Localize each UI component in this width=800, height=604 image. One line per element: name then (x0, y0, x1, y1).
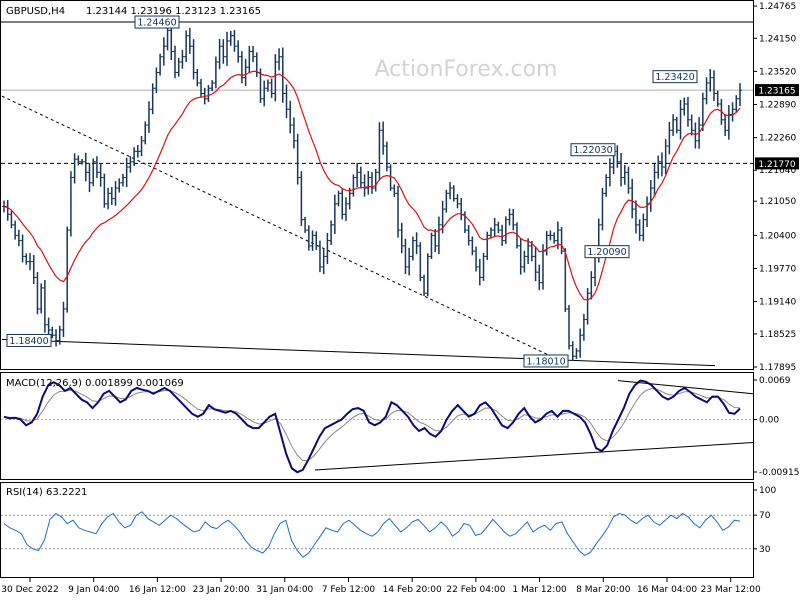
x-tick-label: 23 Jan 20:00 (193, 585, 250, 595)
price-axis: 1.24765 1.24150 1.23520 1.22890 1.22260 1.216… (753, 2, 796, 373)
price-tick-label: 1.21640 (759, 166, 796, 176)
rsi-layer (3, 511, 741, 558)
rsi-panel-frame (0, 482, 754, 578)
last-price-label: 1.23165 (758, 87, 795, 97)
annotation-label: 1.24460 (137, 18, 176, 29)
trendlines (1, 95, 716, 367)
price-annotations: 1.24460 1.18400 1.22030 1.20090 1.23420 1.180… (6, 15, 698, 368)
support-level-badge (755, 157, 799, 170)
watermark: ActionForex.com (375, 57, 558, 82)
x-tick-label: 16 Jan 12:00 (129, 585, 186, 595)
rsi-tick-label: 30 (759, 545, 771, 555)
x-tick-label: 1 Mar 12:00 (512, 585, 567, 595)
rsi-label: RSI(14) 63.2221 (6, 487, 87, 498)
price-tick-label: 1.17895 (759, 363, 796, 373)
annotation-box (523, 354, 569, 368)
moving-average-line (3, 70, 741, 301)
annotation-label: 1.20090 (587, 247, 626, 258)
rsi-axis: 100 70 30 (1, 486, 776, 555)
macd-tick-label: 0.0069 (759, 376, 791, 386)
x-tick-label: 8 Mar 20:00 (576, 585, 631, 595)
annotation-label: 1.22030 (573, 145, 612, 156)
price-panel-frame (0, 0, 754, 370)
rsi-line (3, 511, 741, 558)
price-tick-label: 1.19140 (759, 298, 796, 308)
annotation-box (134, 15, 180, 29)
price-tick-label: 1.23520 (759, 67, 796, 77)
annotation-box (570, 143, 616, 157)
price-tick-label: 1.21050 (759, 197, 796, 207)
macd-label: MACD(12,26,9) 0.001899 0.001069 (6, 378, 184, 389)
last-price-badge (755, 84, 799, 97)
price-tick-label: 1.20400 (759, 231, 796, 241)
price-tick-label: 1.18525 (759, 330, 796, 340)
chart-header-symbol: GBPUSD,H4 (6, 6, 65, 17)
rsi-tick-label: 100 (759, 486, 776, 496)
price-levels (1, 21, 753, 164)
macd-tick-label: 0.00 (759, 416, 779, 426)
annotation-box (6, 333, 52, 347)
macd-lower-trendline (314, 441, 754, 471)
annotation-label: 1.23420 (655, 72, 694, 83)
macd-panel-frame (0, 372, 754, 480)
macd-tick-label: -0.009158 (759, 468, 800, 478)
x-tick-label: 23 Mar 12:00 (701, 585, 761, 595)
annotation-callout: 1.22030 (570, 143, 616, 157)
x-tick-label: 7 Feb 12:00 (322, 585, 376, 595)
sma-layer (3, 70, 741, 301)
chart-header-ohlc: 1.23144 1.23196 1.23123 1.23165 (86, 6, 261, 17)
annotation-label: 1.18010 (526, 356, 565, 367)
lower-support-trendline (1, 338, 716, 367)
price-tick-label: 1.22260 (759, 134, 796, 144)
price-tick-label: 1.24765 (759, 2, 796, 12)
falling-trendline-dashed (1, 95, 561, 361)
price-tick-label: 1.22890 (759, 101, 796, 111)
annotation-callout: 1.18400 (6, 333, 52, 347)
annotation-box (652, 70, 698, 84)
x-tick-label: 30 Dec 2022 (1, 585, 59, 595)
x-axis: 30 Dec 2022 9 Jan 04:00 16 Jan 12:00 23 Jan… (1, 578, 761, 595)
annotation-box (584, 245, 630, 259)
annotation-callout: 1.18010 (523, 354, 569, 368)
price-tick-label: 1.24150 (759, 34, 796, 44)
macd-layer (1, 379, 754, 474)
annotation-callout: 1.20090 (584, 245, 630, 259)
x-tick-label: 9 Jan 04:00 (68, 585, 120, 595)
macd-axis: 0.0069 0.00 -0.009158 (753, 376, 800, 478)
annotation-callout: 1.23420 (652, 70, 698, 84)
annotation-label: 1.18400 (9, 336, 48, 347)
support-level-badge-label: 1.21770 (758, 160, 795, 170)
macd-upper-trendline (617, 380, 754, 395)
annotation-callout: 1.24460 (134, 15, 180, 29)
last-price: 1.23165 1.21770 (755, 84, 799, 170)
rsi-tick-label: 70 (759, 511, 771, 521)
price-tick-label: 1.19770 (759, 264, 796, 274)
x-tick-label: 16 Mar 04:00 (637, 585, 697, 595)
macd-line (3, 379, 741, 474)
x-tick-label: 14 Feb 20:00 (383, 585, 442, 595)
x-tick-label: 22 Feb 04:00 (446, 585, 505, 595)
x-tick-label: 31 Jan 04:00 (256, 585, 313, 595)
